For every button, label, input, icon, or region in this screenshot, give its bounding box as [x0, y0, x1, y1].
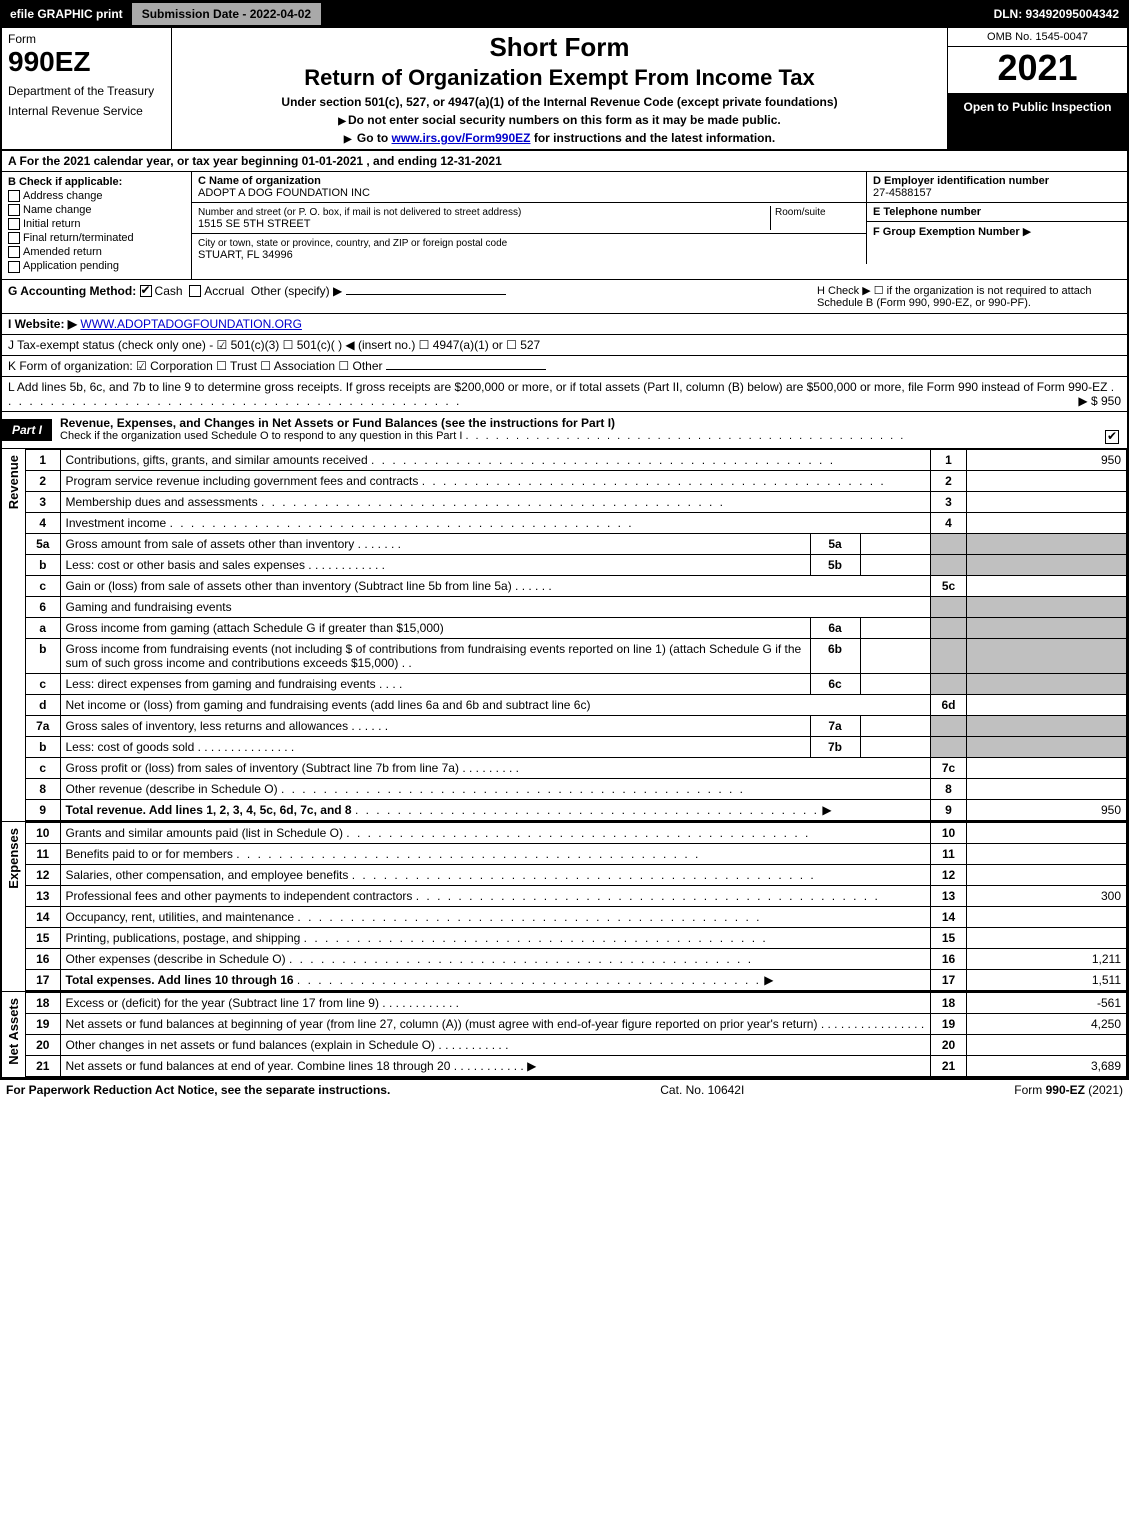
footer-mid: Cat. No. 10642I: [660, 1083, 744, 1097]
form-number: 990EZ: [8, 46, 165, 78]
ein: 27-4588157: [873, 187, 932, 199]
row-g-h: G Accounting Method: Cash Accrual Other …: [2, 280, 1127, 314]
revenue-section: Revenue 1Contributions, gifts, grants, a…: [2, 449, 1127, 822]
footer: For Paperwork Reduction Act Notice, see …: [0, 1079, 1129, 1100]
check-initial-return[interactable]: Initial return: [8, 218, 185, 230]
row-a: A For the 2021 calendar year, or tax yea…: [2, 151, 1127, 172]
form-title: Return of Organization Exempt From Incom…: [180, 65, 939, 91]
dept-1: Department of the Treasury: [8, 84, 165, 98]
check-name-change[interactable]: Name change: [8, 204, 185, 216]
efile-print-button[interactable]: efile GRAPHIC print: [2, 2, 131, 26]
ssn-warning: Do not enter social security numbers on …: [348, 113, 781, 127]
street-label: Number and street (or P. O. box, if mail…: [198, 207, 521, 218]
arrow-icon: [338, 113, 348, 127]
i-label: I Website: ▶: [8, 317, 77, 331]
form-word: Form: [8, 32, 165, 46]
row-l: L Add lines 5b, 6c, and 7b to line 9 to …: [2, 377, 1127, 412]
d-label: D Employer identification number: [873, 175, 1049, 187]
dln: DLN: 93492095004342: [986, 2, 1127, 26]
form-body: Form 990EZ Department of the Treasury In…: [0, 28, 1129, 1079]
row-j: J Tax-exempt status (check only one) - ☑…: [2, 335, 1127, 356]
check-address-change[interactable]: Address change: [8, 190, 185, 202]
open-inspection: Open to Public Inspection: [948, 94, 1127, 149]
top-bar: efile GRAPHIC print Submission Date - 20…: [0, 0, 1129, 28]
info-row: B Check if applicable: Address change Na…: [2, 172, 1127, 280]
goto-pre: Go to: [357, 131, 392, 145]
l-amount: ▶ $ 950: [1078, 394, 1121, 408]
g-cash: Cash: [155, 284, 183, 298]
netassets-label: Net Assets: [2, 992, 26, 1077]
header-left: Form 990EZ Department of the Treasury In…: [2, 28, 172, 149]
arrow-icon: [344, 131, 354, 145]
row-i: I Website: ▶ WWW.ADOPTADOGFOUNDATION.ORG: [2, 314, 1127, 335]
room-label: Room/suite: [775, 207, 826, 218]
netassets-table: 18Excess or (deficit) for the year (Subt…: [26, 992, 1127, 1077]
website-link[interactable]: WWW.ADOPTADOGFOUNDATION.ORG: [80, 317, 302, 331]
row-k: K Form of organization: ☑ Corporation ☐ …: [2, 356, 1127, 377]
b-header: B Check if applicable:: [8, 176, 185, 188]
part1-header: Part I Revenue, Expenses, and Changes in…: [2, 412, 1127, 449]
check-amended-return[interactable]: Amended return: [8, 246, 185, 258]
submission-date: Submission Date - 2022-04-02: [131, 2, 322, 26]
city-label: City or town, state or province, country…: [198, 238, 507, 249]
revenue-table: 1Contributions, gifts, grants, and simil…: [26, 449, 1127, 821]
col-cde: C Name of organization ADOPT A DOG FOUND…: [192, 172, 1127, 279]
expenses-label: Expenses: [2, 822, 26, 991]
header: Form 990EZ Department of the Treasury In…: [2, 28, 1127, 151]
header-right: OMB No. 1545-0047 2021 Open to Public In…: [947, 28, 1127, 149]
part1-tag: Part I: [2, 419, 52, 441]
c-block: C Name of organization ADOPT A DOG FOUND…: [192, 172, 867, 264]
revenue-label: Revenue: [2, 449, 26, 821]
g-other: Other (specify) ▶: [251, 284, 342, 298]
col-b: B Check if applicable: Address change Na…: [2, 172, 192, 279]
footer-right: Form 990-EZ (2021): [1014, 1083, 1123, 1097]
omb-number: OMB No. 1545-0047: [948, 28, 1127, 47]
part1-title: Revenue, Expenses, and Changes in Net As…: [60, 416, 615, 430]
f-label: F Group Exemption Number: [873, 226, 1020, 238]
c-name-label: C Name of organization: [198, 175, 321, 187]
expenses-section: Expenses 10Grants and similar amounts pa…: [2, 822, 1127, 992]
def-col: D Employer identification number 27-4588…: [867, 172, 1127, 264]
check-application-pending[interactable]: Application pending: [8, 260, 185, 272]
dept-2: Internal Revenue Service: [8, 104, 165, 118]
street: 1515 SE 5TH STREET: [198, 218, 311, 230]
topbar-spacer: [322, 2, 985, 26]
short-form: Short Form: [180, 32, 939, 63]
irs-link[interactable]: www.irs.gov/Form990EZ: [392, 131, 531, 145]
part1-check-text: Check if the organization used Schedule …: [60, 430, 462, 442]
org-name: ADOPT A DOG FOUNDATION INC: [198, 187, 370, 199]
city: STUART, FL 34996: [198, 249, 293, 261]
netassets-section: Net Assets 18Excess or (deficit) for the…: [2, 992, 1127, 1077]
f-arrow: ▶: [1023, 226, 1031, 238]
part1-checkbox[interactable]: [1105, 430, 1119, 444]
form-subtitle: Under section 501(c), 527, or 4947(a)(1)…: [180, 95, 939, 109]
h-text: H Check ▶ ☐ if the organization is not r…: [811, 284, 1121, 309]
goto-post: for instructions and the latest informat…: [530, 131, 775, 145]
g-label: G Accounting Method:: [8, 284, 136, 298]
check-accrual[interactable]: [189, 285, 201, 297]
e-label: E Telephone number: [873, 206, 981, 218]
expenses-table: 10Grants and similar amounts paid (list …: [26, 822, 1127, 991]
tax-year: 2021: [948, 47, 1127, 94]
g-accrual: Accrual: [204, 284, 244, 298]
footer-left: For Paperwork Reduction Act Notice, see …: [6, 1083, 390, 1097]
check-final-return[interactable]: Final return/terminated: [8, 232, 185, 244]
check-cash[interactable]: [140, 285, 152, 297]
header-center: Short Form Return of Organization Exempt…: [172, 28, 947, 149]
